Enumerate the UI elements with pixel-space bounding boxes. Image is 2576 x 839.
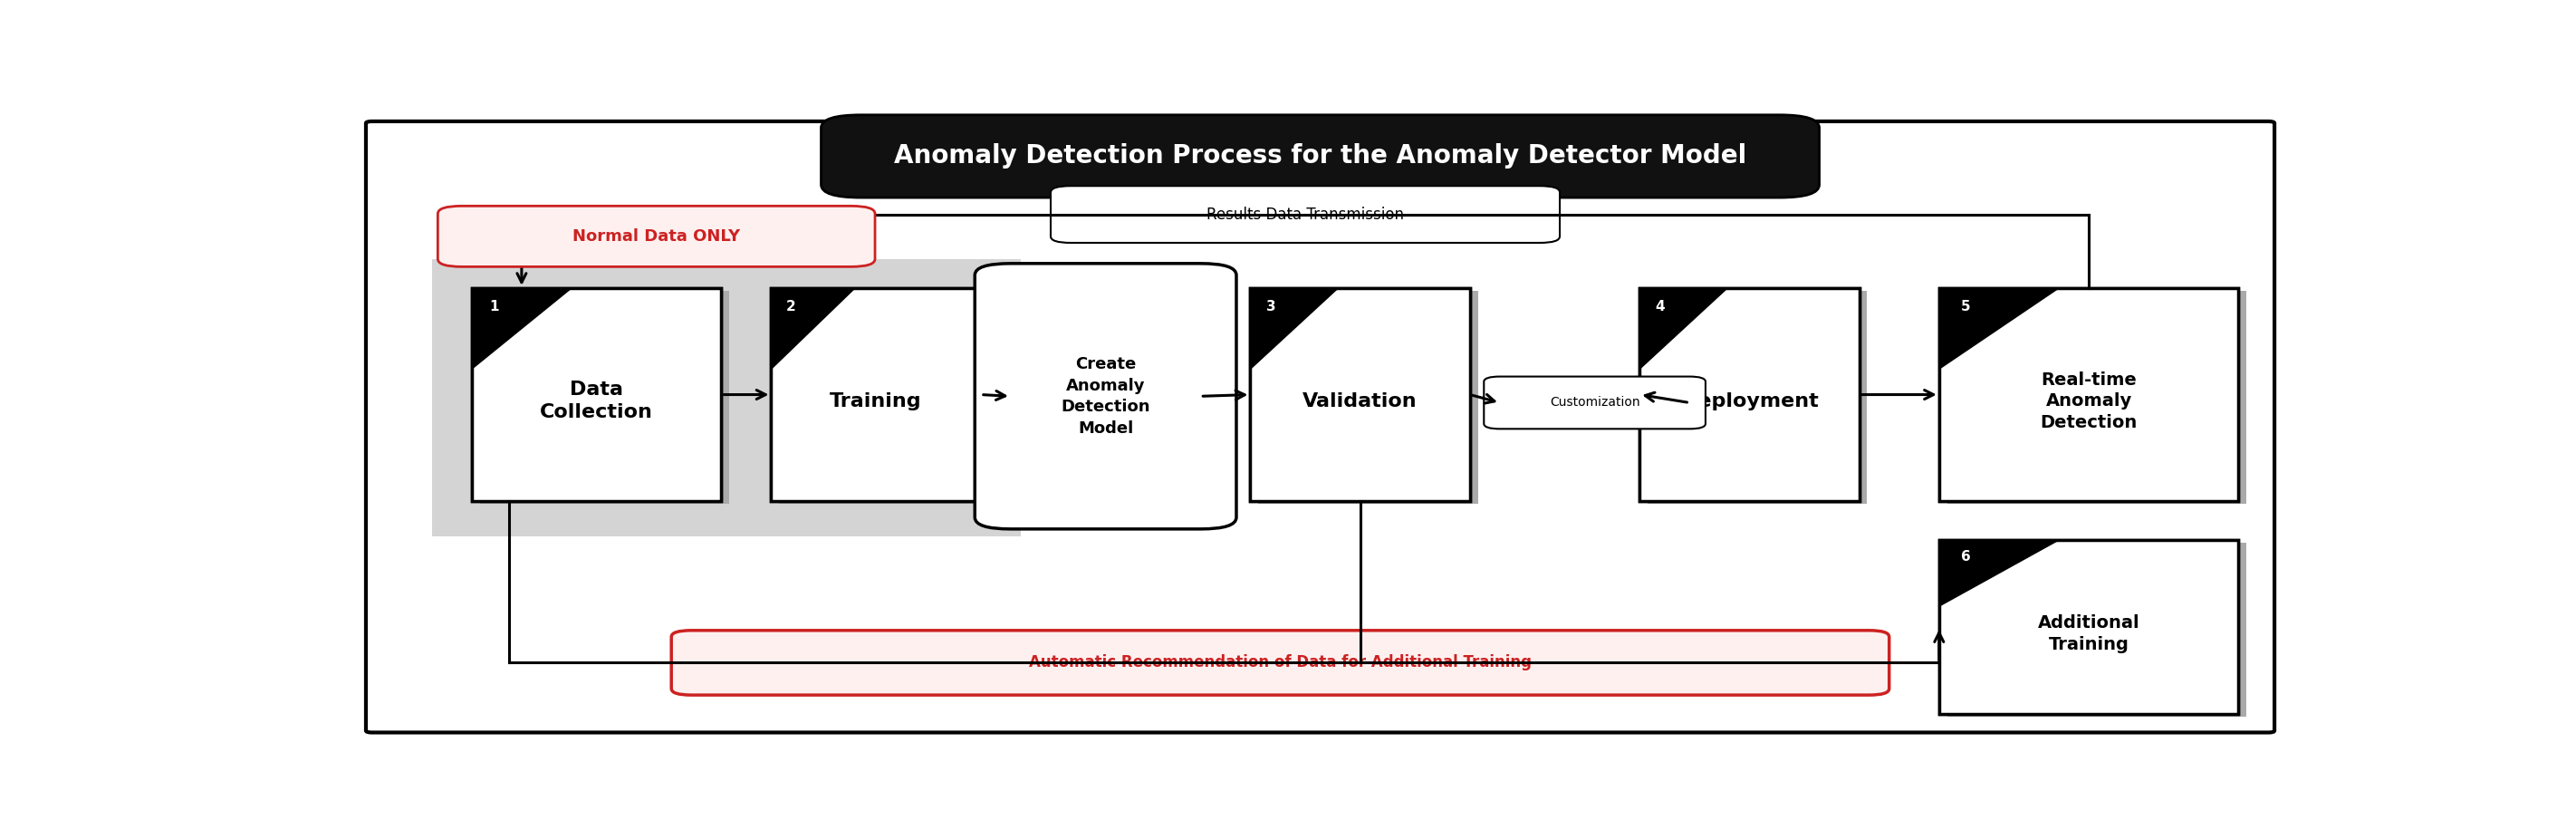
FancyBboxPatch shape	[366, 122, 2275, 732]
FancyBboxPatch shape	[1940, 540, 2239, 715]
FancyBboxPatch shape	[1257, 290, 1479, 503]
FancyBboxPatch shape	[672, 630, 1888, 695]
FancyBboxPatch shape	[471, 288, 721, 501]
FancyBboxPatch shape	[471, 288, 721, 501]
FancyBboxPatch shape	[1051, 186, 1558, 242]
FancyBboxPatch shape	[822, 115, 1819, 197]
Polygon shape	[1638, 288, 1728, 369]
Polygon shape	[1940, 540, 2058, 607]
Polygon shape	[1249, 288, 1337, 369]
Polygon shape	[770, 288, 855, 369]
FancyBboxPatch shape	[1249, 288, 1471, 501]
FancyBboxPatch shape	[479, 290, 729, 503]
FancyBboxPatch shape	[770, 288, 981, 501]
FancyBboxPatch shape	[1947, 290, 2246, 503]
Text: Customization: Customization	[1551, 396, 1641, 409]
FancyBboxPatch shape	[438, 206, 876, 267]
FancyBboxPatch shape	[1940, 288, 2239, 501]
FancyBboxPatch shape	[778, 290, 989, 503]
Text: Automatic Recommendation of Data for Additional Training: Automatic Recommendation of Data for Add…	[1028, 654, 1533, 671]
FancyBboxPatch shape	[433, 259, 1020, 537]
Text: Data
Collection: Data Collection	[541, 381, 654, 421]
FancyBboxPatch shape	[1940, 288, 2239, 501]
FancyBboxPatch shape	[1638, 288, 1860, 501]
Text: 1: 1	[489, 300, 500, 314]
FancyBboxPatch shape	[1649, 290, 1868, 503]
Text: Results Data Transmission: Results Data Transmission	[1206, 206, 1404, 222]
Text: Normal Data ONLY: Normal Data ONLY	[572, 228, 739, 244]
Polygon shape	[1940, 288, 2058, 369]
FancyBboxPatch shape	[1484, 377, 1705, 429]
FancyBboxPatch shape	[1940, 540, 2239, 715]
Text: Additional
Training: Additional Training	[2038, 614, 2141, 653]
FancyBboxPatch shape	[974, 263, 1236, 529]
Text: 3: 3	[1267, 300, 1275, 314]
Text: 4: 4	[1656, 300, 1664, 314]
Text: Validation: Validation	[1303, 392, 1417, 410]
Text: 6: 6	[1960, 550, 1971, 564]
Text: 5: 5	[1960, 300, 1971, 314]
Text: 2: 2	[786, 300, 796, 314]
Text: Anomaly Detection Process for the Anomaly Detector Model: Anomaly Detection Process for the Anomal…	[894, 143, 1747, 169]
FancyBboxPatch shape	[770, 288, 981, 501]
Text: Training: Training	[829, 392, 922, 410]
FancyBboxPatch shape	[1249, 288, 1471, 501]
FancyBboxPatch shape	[1638, 288, 1860, 501]
Text: Deployment: Deployment	[1680, 392, 1819, 410]
Text: Real-time
Anomaly
Detection: Real-time Anomaly Detection	[2040, 371, 2138, 431]
Polygon shape	[471, 288, 572, 369]
Text: Create
Anomaly
Detection
Model: Create Anomaly Detection Model	[1061, 356, 1151, 436]
FancyBboxPatch shape	[1947, 543, 2246, 717]
